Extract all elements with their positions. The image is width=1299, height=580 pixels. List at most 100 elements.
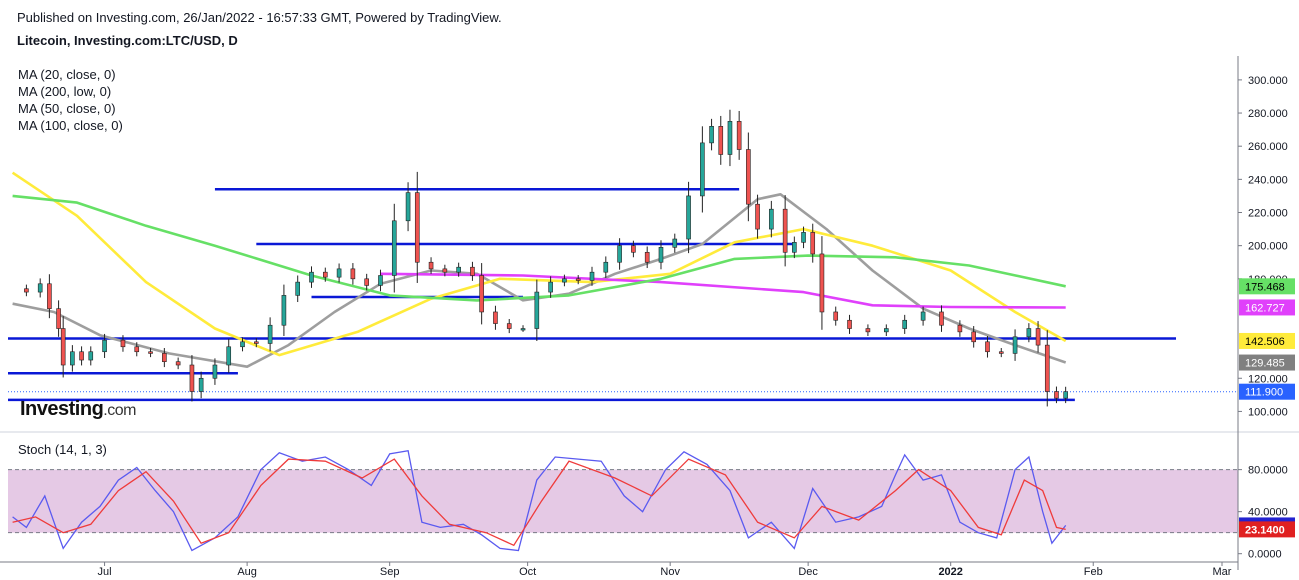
candle-down — [736, 121, 742, 150]
candle-up — [727, 121, 733, 155]
candle-up — [548, 281, 553, 293]
investing-logo: Investing.com — [20, 398, 136, 421]
price-tick-label: 240.000 — [1248, 174, 1288, 186]
price-tick-label: 300.000 — [1248, 75, 1288, 87]
candle-down — [470, 266, 475, 276]
candle-up — [1026, 328, 1032, 338]
time-tick-label: Sep — [380, 566, 400, 578]
candle-down — [833, 311, 839, 321]
candles — [24, 109, 1068, 407]
candle-down — [56, 308, 61, 329]
candle-down — [60, 328, 66, 366]
candle-up — [672, 238, 678, 248]
stoch-tick-label: 80.0000 — [1248, 465, 1288, 477]
candle-down — [120, 339, 126, 348]
candle-up — [1063, 391, 1068, 399]
price-tick-label: 200.000 — [1248, 241, 1288, 253]
candle-up — [658, 247, 664, 263]
candle-up — [603, 261, 609, 273]
legend-ma50: MA (50, close, 0) — [18, 101, 116, 116]
candle-down — [631, 245, 636, 253]
candle-up — [617, 245, 622, 263]
time-tick-label: Dec — [798, 566, 818, 578]
candle-down — [575, 278, 581, 281]
candle-up — [391, 220, 397, 276]
candle-up — [1012, 336, 1018, 354]
candle-down — [810, 232, 816, 255]
legend-ma200: MA (200, low, 0) — [18, 84, 112, 99]
time-tick-label: Nov — [660, 566, 680, 578]
time-tick-label: Aug — [237, 566, 257, 578]
stoch-badge — [1239, 521, 1295, 538]
candle-down — [939, 311, 944, 326]
candle-up — [198, 377, 204, 392]
price-tick-label: 280.000 — [1248, 108, 1288, 120]
candle-up — [281, 295, 287, 326]
candle-down — [364, 278, 369, 286]
stoch-d-line — [12, 458, 1066, 547]
candle-up — [267, 324, 273, 344]
candle-down — [148, 351, 153, 354]
candle-up — [88, 351, 94, 361]
price-badge — [1239, 383, 1295, 400]
candle-down — [175, 361, 181, 366]
price-badge-label: 162.727 — [1245, 302, 1285, 314]
candle-up — [801, 232, 806, 243]
candle-down — [414, 192, 420, 263]
stoch-tick-label: 0.0000 — [1248, 549, 1282, 561]
candle-up — [520, 328, 526, 331]
candle-down — [1035, 328, 1041, 346]
candle-up — [686, 195, 691, 240]
candle-down — [254, 341, 259, 344]
price-tick-label: 260.000 — [1248, 141, 1288, 153]
candle-up — [709, 126, 714, 144]
candle-down — [1054, 391, 1059, 399]
candle-down — [1044, 344, 1050, 392]
candle-up — [534, 291, 540, 329]
candle-up — [562, 278, 567, 283]
candle-down — [865, 328, 871, 333]
stoch-badge-label: 23.1400 — [1245, 524, 1285, 536]
price-badges: 175.468162.727142.506129.485111.90026.88… — [1239, 278, 1295, 538]
axes: 300.000 280.000 260.000 240.000 220.000 200.0… — [0, 56, 1288, 578]
candle-up — [336, 268, 342, 278]
legend-ma100: MA (100, close, 0) — [18, 118, 123, 133]
stochastic-pane — [8, 449, 1238, 552]
candle-down — [479, 275, 484, 313]
ma-line — [380, 272, 1066, 309]
candle-down — [985, 341, 990, 353]
price-badge-label: 129.485 — [1245, 358, 1285, 370]
stoch-tick-label: 40.0000 — [1248, 507, 1288, 519]
legend-ma20: MA (20, close, 0) — [18, 67, 116, 82]
candle-up — [295, 281, 301, 296]
stoch-k-line — [12, 449, 1067, 552]
logo-main: Investing — [20, 398, 104, 420]
price-tick-label: 220.000 — [1248, 208, 1288, 220]
candle-down — [322, 271, 328, 278]
candle-down — [971, 331, 976, 343]
candle-down — [24, 288, 29, 293]
ma-line — [12, 194, 1066, 302]
candle-down — [819, 253, 825, 313]
price-badge-label: 111.900 — [1245, 387, 1283, 399]
candle-up — [589, 271, 595, 281]
candle-up — [240, 341, 245, 348]
candle-up — [378, 275, 383, 286]
candle-down — [79, 351, 84, 361]
stoch-label: Stoch (14, 1, 3) — [18, 442, 107, 457]
candle-up — [309, 271, 314, 283]
candle-down — [644, 251, 650, 263]
time-tick-label: 2022 — [938, 566, 962, 578]
candle-down — [998, 351, 1004, 354]
candle-up — [920, 311, 926, 321]
time-tick-label: Mar — [1213, 566, 1232, 578]
candle-down — [718, 126, 724, 155]
ma-legend: MA (20, close, 0) MA (200, low, 0) MA (5… — [18, 66, 123, 134]
candle-down — [47, 283, 52, 309]
candle-down — [442, 268, 448, 273]
price-badge-label: 142.506 — [1245, 336, 1285, 348]
candle-up — [102, 339, 107, 353]
moving-averages — [11, 171, 1067, 369]
candle-up — [70, 351, 75, 366]
